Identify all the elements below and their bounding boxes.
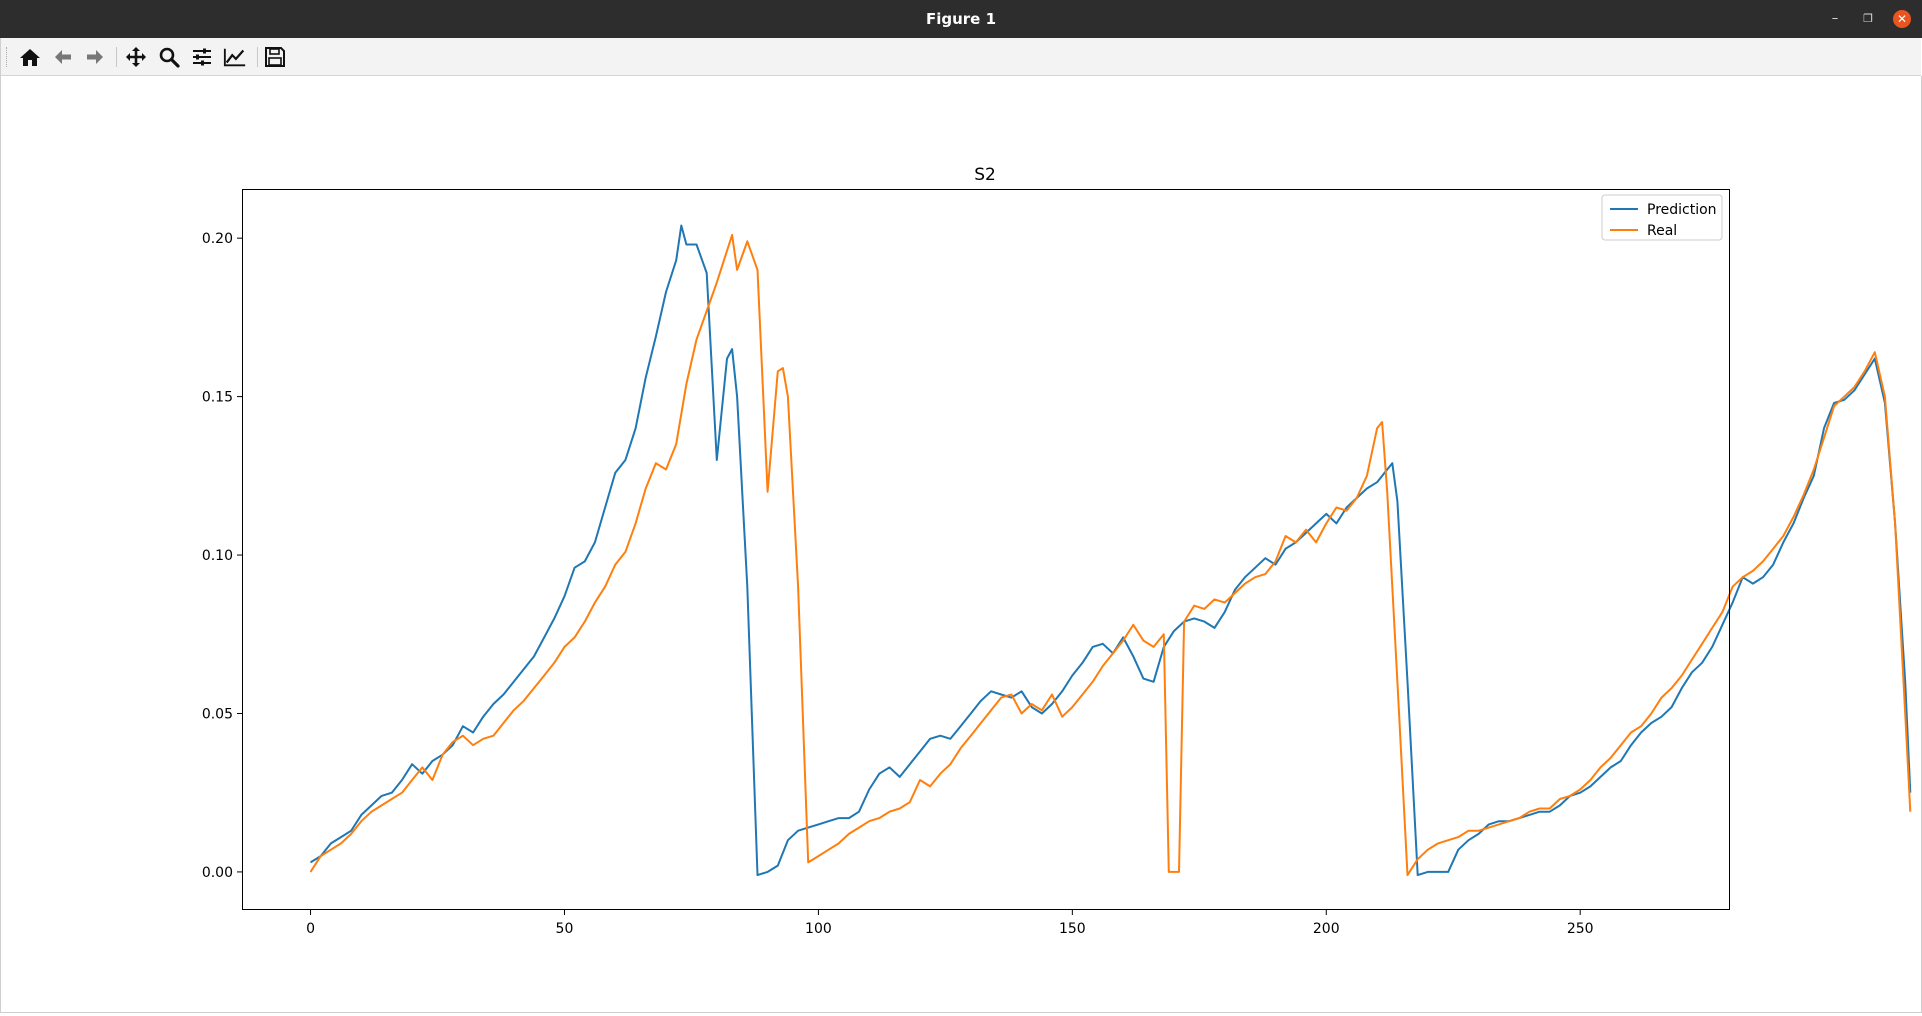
zoom-button[interactable] bbox=[157, 46, 181, 68]
toolbar-separator bbox=[257, 47, 258, 67]
pan-button[interactable] bbox=[124, 46, 148, 68]
window-titlebar: Figure 1 – ❐ ✕ bbox=[0, 0, 1922, 38]
save-icon bbox=[265, 47, 285, 67]
back-button[interactable] bbox=[51, 46, 75, 68]
line-chart: S2 0 50 100 150 200 250 0.000.050.100.150.20 … bbox=[202, 165, 1912, 937]
y-tick-label: 0.05 bbox=[202, 706, 233, 722]
y-tick-label: 0.10 bbox=[202, 548, 233, 564]
close-button[interactable]: ✕ bbox=[1893, 10, 1911, 28]
forward-arrow-icon bbox=[87, 50, 103, 64]
x-tick-label: 50 bbox=[556, 921, 574, 937]
save-button[interactable] bbox=[263, 46, 287, 68]
home-button[interactable] bbox=[18, 46, 42, 68]
x-tick-label: 0 bbox=[306, 921, 315, 937]
series-line-real bbox=[309, 234, 1912, 877]
y-tick-label: 0.00 bbox=[202, 865, 233, 881]
series-lines bbox=[309, 224, 1912, 877]
figure-canvas[interactable]: S2 0 50 100 150 200 250 0.00 0.05 0.10 0.15 0.20 … bbox=[0, 76, 1922, 1013]
y-tick-label: 0.15 bbox=[202, 390, 233, 406]
y-tick-label: 0.20 bbox=[202, 231, 233, 247]
edit-axis-icon bbox=[223, 48, 246, 67]
window-title: Figure 1 bbox=[925, 10, 997, 28]
axes-frame bbox=[242, 189, 1730, 910]
chart-title: S2 bbox=[974, 165, 996, 185]
edit-axis-button[interactable] bbox=[223, 46, 247, 68]
home-icon bbox=[20, 49, 40, 66]
legend: Prediction Real bbox=[1601, 194, 1723, 241]
minimize-button[interactable]: – bbox=[1831, 11, 1839, 26]
legend-box bbox=[1601, 194, 1723, 241]
legend-label: Prediction bbox=[1647, 202, 1717, 218]
x-tick-label: 200 bbox=[1313, 921, 1340, 937]
x-tick-label: 150 bbox=[1059, 921, 1086, 937]
x-tick-label: 250 bbox=[1567, 921, 1594, 937]
maximize-button[interactable]: ❐ bbox=[1863, 12, 1873, 25]
zoom-icon bbox=[159, 47, 180, 68]
navigation-toolbar bbox=[0, 38, 1921, 76]
toolbar-separator bbox=[116, 47, 117, 67]
toolbar-grip bbox=[6, 47, 10, 67]
series-line-prediction bbox=[309, 224, 1912, 877]
legend-label: Real bbox=[1647, 223, 1677, 239]
y-axis: 0.00 0.05 0.10 0.15 0.20 bbox=[202, 231, 243, 881]
back-arrow-icon bbox=[55, 50, 71, 64]
pan-icon bbox=[126, 47, 146, 67]
forward-button[interactable] bbox=[83, 46, 107, 68]
configure-subplots-icon bbox=[193, 48, 211, 66]
x-tick-label: 100 bbox=[805, 921, 832, 937]
x-axis: 0 50 100 150 200 250 bbox=[306, 909, 1594, 937]
configure-subplots-button[interactable] bbox=[190, 46, 214, 68]
